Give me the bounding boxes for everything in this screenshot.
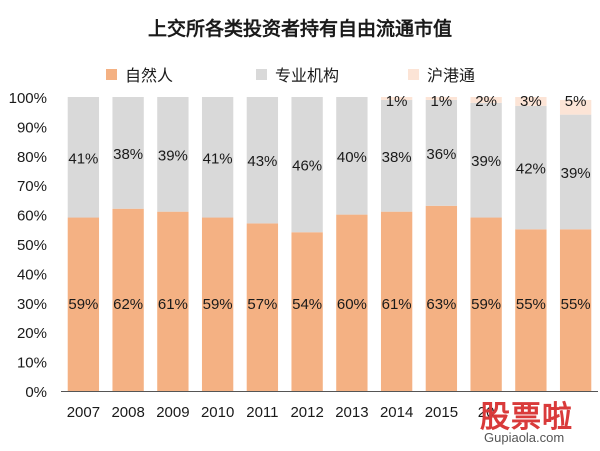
x-tick-label: 2013 [335, 404, 368, 421]
legend-label: 沪港通 [427, 66, 476, 85]
legend-item-professional-institution: 专业机构 [256, 62, 339, 86]
legend-item-natural-person: 自然人 [106, 62, 173, 86]
data-label: 1% [386, 93, 408, 110]
bar-professional-institution [470, 102, 502, 218]
legend-label: 自然人 [125, 66, 174, 85]
x-tick-label: 2015 [425, 404, 458, 421]
y-tick-label: 60% [17, 208, 47, 225]
bar-professional-institution [67, 97, 100, 218]
bar-professional-institution [515, 105, 547, 230]
x-tick-label: 2010 [201, 404, 234, 421]
data-label: 62% [113, 296, 143, 313]
data-label: 2% [475, 93, 497, 110]
data-label: 38% [382, 149, 412, 166]
y-tick-label: 40% [17, 266, 47, 283]
x-tick-label: 2012 [290, 404, 323, 421]
y-tick-label: 0% [25, 384, 47, 401]
bar-natural-person [291, 232, 323, 391]
bar-stock-connect [425, 97, 458, 100]
data-label: 61% [382, 296, 412, 313]
data-label: 39% [471, 153, 501, 170]
y-tick-label: 50% [17, 237, 47, 254]
bar-professional-institution [559, 114, 592, 230]
bar-professional-institution [246, 97, 279, 224]
chart-legend: 自然人 专业机构 沪港通 [0, 62, 600, 86]
bar-stock-connect [559, 99, 592, 115]
data-label: 46% [292, 158, 322, 175]
bar-professional-institution [380, 99, 413, 212]
data-label: 60% [337, 296, 367, 313]
x-tick-label: 2007 [67, 404, 100, 421]
bar-professional-institution [201, 97, 234, 218]
bar-natural-person [380, 211, 413, 391]
x-tick-label: 20 [478, 404, 495, 421]
bar-natural-person [67, 217, 100, 391]
bar-natural-person [157, 211, 189, 391]
data-label: 63% [426, 296, 456, 313]
data-label: 39% [158, 147, 188, 164]
chart-title: 上交所各类投资者持有自由流通市值 [147, 18, 452, 40]
data-label: 5% [565, 93, 587, 110]
data-label: 55% [516, 296, 546, 313]
data-label: 59% [471, 296, 501, 313]
bar-stock-connect [470, 97, 502, 103]
data-label: 1% [431, 93, 453, 110]
y-tick-label: 20% [17, 325, 47, 342]
data-label: 41% [203, 150, 233, 167]
data-label: 54% [292, 296, 322, 313]
bar-natural-person [201, 217, 234, 391]
data-label: 39% [561, 165, 591, 182]
data-label: 55% [561, 296, 591, 313]
data-label: 43% [247, 153, 277, 170]
bar-natural-person [559, 229, 592, 391]
data-label: 61% [158, 296, 188, 313]
legend-swatch [256, 68, 267, 80]
legend-swatch [408, 68, 419, 80]
watermark-subtext: Gupiaola.com [484, 430, 565, 445]
legend-label: 专业机构 [275, 66, 340, 85]
legend-swatch [106, 68, 117, 80]
bar-professional-institution [112, 97, 144, 209]
x-tick-label: 2009 [156, 404, 189, 421]
bar-professional-institution [336, 97, 368, 215]
data-label: 41% [68, 150, 98, 167]
bar-professional-institution [157, 97, 189, 212]
bar-stock-connect [515, 97, 547, 106]
data-label: 3% [520, 93, 542, 110]
x-tick-label: 2011 [246, 404, 278, 421]
watermark-text: 股票啦 [480, 400, 573, 435]
bar-natural-person [246, 223, 279, 391]
data-label: 57% [247, 296, 277, 313]
x-tick-label: 2014 [380, 404, 413, 421]
x-tick-label: 2008 [111, 404, 144, 421]
legend-item-stock-connect: 沪港通 [408, 62, 475, 86]
data-label: 59% [68, 296, 98, 313]
data-label: 36% [426, 146, 456, 163]
data-label: 59% [203, 296, 233, 313]
bar-natural-person [515, 229, 547, 391]
y-tick-label: 70% [17, 178, 47, 195]
y-tick-label: 30% [17, 296, 47, 313]
bar-natural-person [112, 208, 144, 391]
data-label: 42% [516, 161, 546, 178]
y-tick-label: 100% [9, 90, 47, 107]
bar-natural-person [336, 214, 368, 391]
y-tick-label: 80% [17, 149, 47, 166]
bar-professional-institution [425, 99, 458, 206]
y-tick-label: 10% [17, 355, 47, 372]
data-label: 38% [113, 146, 143, 163]
bar-professional-institution [291, 97, 323, 233]
watermark-logo: 股票啦 Gupiaola.com [480, 392, 596, 448]
y-tick-label: 90% [17, 119, 47, 136]
bar-stock-connect [380, 97, 413, 100]
bar-natural-person [470, 217, 502, 391]
bar-natural-person [425, 205, 458, 391]
data-label: 40% [337, 149, 367, 166]
